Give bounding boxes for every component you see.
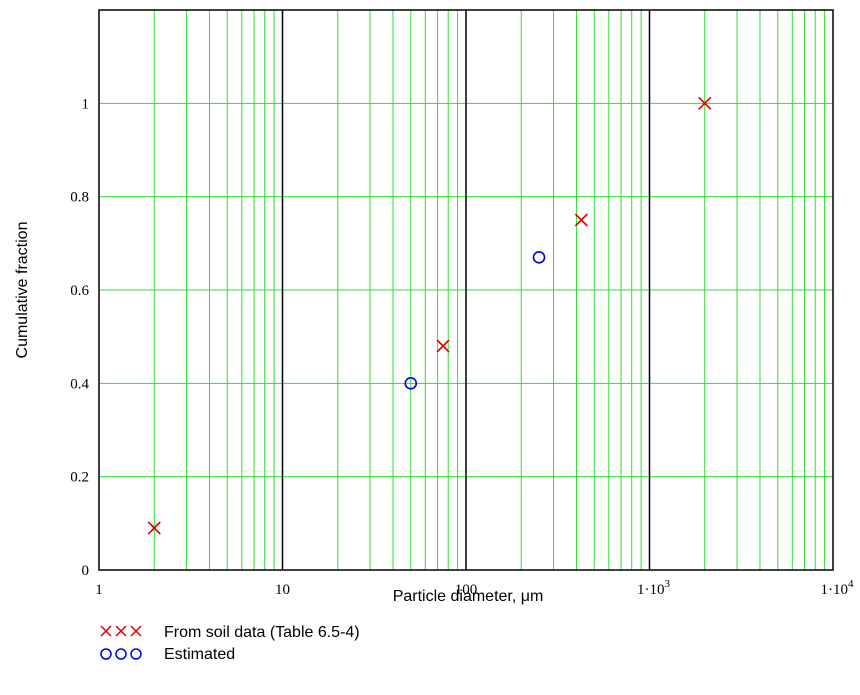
y-tick-label: 0.2 [70, 470, 89, 486]
y-tick-label: 1 [82, 96, 90, 112]
legend-symbol [100, 648, 142, 660]
tick-labels: 0 0.2 0.4 0.6 0.8 1 1 10 100 1·103 1·104 [70, 96, 854, 598]
legend: From soil data (Table 6.5-4) Estimated [100, 624, 360, 663]
x-axis-label: Particle diameter, μm [393, 588, 544, 605]
y-tick-label: 0.4 [70, 376, 89, 392]
data-point-x [698, 96, 712, 110]
data-points [147, 96, 712, 535]
data-point-circle [404, 377, 418, 390]
data-point-x [436, 339, 450, 353]
y-tick-label: 0.8 [70, 190, 89, 206]
y-tick-label: 0 [82, 563, 90, 579]
data-point-x [574, 213, 588, 227]
legend-label: Estimated [164, 646, 235, 663]
legend-label: From soil data (Table 6.5-4) [164, 624, 360, 641]
x-tick-label: 10 [275, 582, 290, 598]
legend-symbol [100, 625, 142, 637]
x-tick-label: 1·104 [821, 578, 855, 598]
data-point-x [147, 521, 161, 535]
grid [99, 10, 833, 570]
x-tick-label: 100 [455, 582, 478, 598]
data-point-circle [532, 251, 546, 264]
y-axis-label: Cumulative fraction [14, 222, 31, 359]
y-tick-label: 0.6 [70, 283, 89, 299]
x-tick-label: 1·103 [637, 578, 671, 598]
plot-frame [98, 9, 834, 571]
x-tick-label: 1 [95, 582, 103, 598]
